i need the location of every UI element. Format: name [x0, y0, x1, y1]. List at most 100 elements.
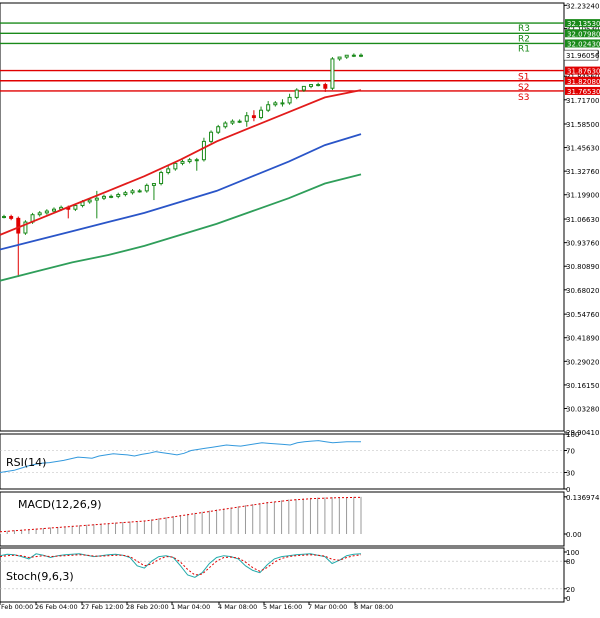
level-label-r3: R3	[518, 24, 530, 34]
candle-body	[2, 216, 6, 219]
candle-body	[144, 184, 149, 192]
candle-body	[209, 131, 214, 142]
panel-frame-stoch	[0, 547, 565, 603]
candle-body	[151, 183, 156, 186]
candle-body	[180, 161, 185, 164]
level-label-s3: S3	[518, 93, 529, 103]
level-price-box-s2	[565, 76, 600, 85]
candle-body	[259, 109, 264, 119]
main-y-tick-label: 31.32760	[566, 168, 599, 176]
main-y-tick-label: 31.19900	[566, 192, 599, 200]
candle-body	[201, 140, 206, 161]
moving-average-line	[0, 173, 362, 282]
candle-body	[251, 115, 256, 119]
x-axis-label: 1 Mar 04:00	[171, 603, 210, 611]
candle-body	[116, 194, 121, 197]
candle-body	[187, 159, 192, 163]
level-price-r3: 32.13530	[567, 20, 600, 28]
candle-body	[87, 199, 92, 203]
stoch-main-line	[0, 553, 362, 578]
moving-average-line	[0, 89, 362, 236]
candle-body	[237, 120, 242, 123]
candle-body	[301, 85, 306, 91]
panel-frame-macd	[0, 491, 565, 547]
candle-body	[280, 102, 285, 105]
candle-body	[51, 208, 56, 212]
main-y-tick-label: 30.80890	[566, 263, 599, 271]
candle-body	[273, 102, 278, 106]
main-y-tick-label: 31.58500	[566, 121, 599, 129]
macd-y-tick-label: 0.136974	[566, 494, 600, 502]
x-axis-label: 4 Mar 08:00	[218, 603, 257, 611]
candle-body	[266, 104, 271, 111]
rsi-title: RSI(14)	[6, 456, 46, 469]
candle-body	[101, 195, 106, 199]
level-price-s2: 31.82080	[567, 78, 600, 86]
candle-body	[37, 212, 42, 216]
candle-body	[309, 84, 314, 87]
candle-body	[16, 217, 21, 234]
stoch-title: Stoch(9,6,3)	[6, 570, 74, 583]
stoch-y-tick-label: 0	[566, 595, 570, 603]
level-price-box-r1	[565, 39, 600, 48]
main-y-tick-label: 29.90410	[566, 429, 599, 437]
level-price-box-s1	[565, 66, 600, 75]
panel-frame-rsi	[0, 433, 565, 490]
x-axis-label: 5 Mar 16:00	[263, 603, 302, 611]
current-price-box	[563, 49, 599, 61]
level-price-box-r2	[565, 29, 600, 38]
candle-body	[351, 54, 356, 57]
x-axis-label: Feb 00:00	[1, 603, 33, 611]
macd-signal-line	[0, 496, 361, 533]
main-y-tick-label: 30.29020	[566, 358, 599, 366]
candle-body	[173, 162, 178, 170]
x-axis-label: 26 Feb 04:00	[35, 603, 78, 611]
candle-body	[194, 159, 199, 162]
candle-body	[244, 115, 249, 122]
candle-body	[137, 190, 142, 193]
main-y-tick-label: 31.06630	[566, 216, 599, 224]
candle-body	[109, 195, 114, 198]
candle-body	[223, 122, 228, 128]
level-label-s2: S2	[518, 83, 529, 93]
candle-body	[330, 58, 335, 89]
candle-body	[323, 84, 328, 89]
main-y-tick-label: 30.93760	[566, 240, 599, 248]
candle-body	[230, 120, 235, 124]
candle-body	[216, 126, 221, 133]
candle-body	[159, 172, 164, 185]
candle-body	[23, 221, 28, 234]
candle-body	[73, 205, 78, 210]
main-y-tick-label: 30.16150	[566, 382, 599, 390]
current-price-label: 31.96056	[566, 52, 600, 60]
candle-body	[316, 84, 321, 87]
rsi-y-tick-label: 30	[566, 470, 575, 478]
candle-body	[359, 54, 363, 57]
rsi-line	[0, 440, 361, 473]
candle-body	[94, 197, 99, 201]
level-price-r1: 32.02430	[567, 40, 600, 48]
candle-body	[294, 89, 299, 98]
stoch-y-tick-label: 20	[566, 586, 575, 594]
candle-body	[344, 54, 349, 58]
x-axis-label: 27 Feb 12:00	[81, 603, 124, 611]
macd-y-tick-label: 0.00	[566, 531, 582, 539]
candle-body	[166, 168, 171, 174]
x-axis-label: 8 Mar 08:00	[354, 603, 393, 611]
main-y-tick-label: 30.03280	[566, 405, 599, 413]
candle-body	[9, 216, 14, 219]
main-y-tick-label: 30.41890	[566, 335, 599, 343]
main-y-tick-label: 30.54760	[566, 311, 599, 319]
stoch-signal-line	[0, 554, 362, 576]
stoch-y-tick-label: 80	[566, 558, 575, 566]
candle-body	[337, 56, 342, 60]
macd-title: MACD(12,26,9)	[18, 498, 102, 511]
candle-body	[44, 210, 49, 214]
level-price-box-r3	[565, 19, 600, 28]
level-label-s1: S1	[518, 73, 529, 83]
rsi-y-tick-label: 0	[566, 486, 570, 494]
moving-average-line	[0, 133, 362, 251]
rsi-y-tick-label: 100	[566, 431, 579, 439]
